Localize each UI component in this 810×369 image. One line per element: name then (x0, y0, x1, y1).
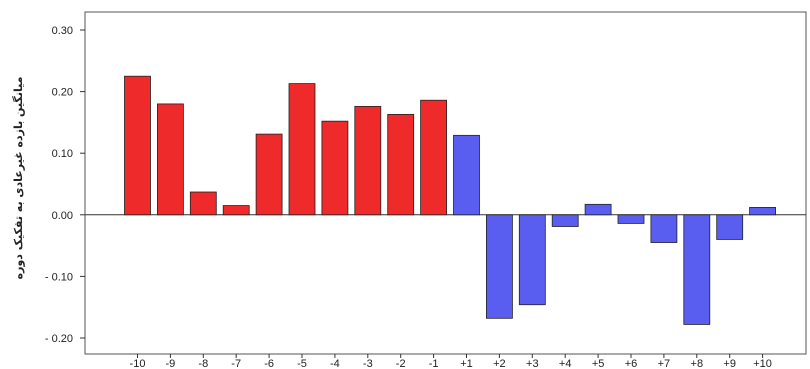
x-tick-label: -10 (130, 358, 146, 369)
bars (124, 75, 776, 325)
bar--10 (124, 75, 151, 216)
x-tick-label: +5 (592, 358, 605, 369)
y-tick-label: 0.00 (52, 210, 73, 222)
bar--9 (156, 103, 184, 216)
bar--3 (354, 105, 382, 216)
bar--7 (222, 205, 250, 216)
bar-+4 (551, 214, 579, 227)
bar-+10 (749, 207, 776, 216)
bar--2 (387, 113, 415, 216)
bar-+1 (453, 134, 480, 216)
x-tick-label: -6 (264, 358, 274, 369)
x-tick-label: -1 (429, 358, 439, 369)
bar--4 (321, 120, 349, 216)
x-tick-label: +4 (559, 358, 572, 369)
x-tick-label: -8 (198, 358, 208, 369)
x-tick-label: -4 (330, 358, 340, 369)
y-axis: 0.30 0.20 0.10 0.00 - 0.10 - 0.20 (45, 25, 85, 345)
bar--6 (255, 133, 283, 216)
y-tick-label: 0.30 (52, 25, 73, 37)
bar-+8 (683, 214, 711, 325)
y-tick-label: 0.20 (52, 87, 73, 99)
x-tick-label: +8 (691, 358, 704, 369)
bar-+6 (617, 214, 645, 224)
x-tick-label: -3 (363, 358, 373, 369)
bar-+3 (518, 214, 546, 306)
y-tick-label: - 0.10 (45, 271, 73, 283)
bar--8 (189, 191, 217, 216)
x-tick-label: -7 (231, 358, 241, 369)
y-tick-label: 0.10 (52, 148, 73, 160)
x-tick-label: +2 (493, 358, 506, 369)
bar-+5 (584, 203, 612, 216)
x-tick-label: +3 (526, 358, 539, 369)
x-tick-label: +1 (460, 358, 473, 369)
x-tick-label: +9 (723, 358, 736, 369)
x-tick-label: +7 (658, 358, 671, 369)
bar-+9 (716, 214, 744, 240)
x-tick-label: +6 (625, 358, 638, 369)
y-tick-label: - 0.20 (45, 333, 73, 345)
x-axis: -10 -9 -8 -7 -6 -5 -4 -3 -2 -1 +1 +2 +3 +4 +5 +6 +7 +8 +9 +… (130, 354, 772, 369)
y-axis-label: میانگین بازده غیرعادی به تفکیک دوره (12, 77, 25, 280)
bar--5 (288, 83, 316, 216)
x-tick-label: +10 (753, 358, 772, 369)
x-tick-label: -2 (396, 358, 406, 369)
x-tick-label: -5 (297, 358, 307, 369)
bar--1 (420, 99, 448, 216)
bar-+2 (485, 214, 513, 319)
x-tick-label: -9 (166, 358, 176, 369)
bar-+7 (650, 214, 678, 243)
